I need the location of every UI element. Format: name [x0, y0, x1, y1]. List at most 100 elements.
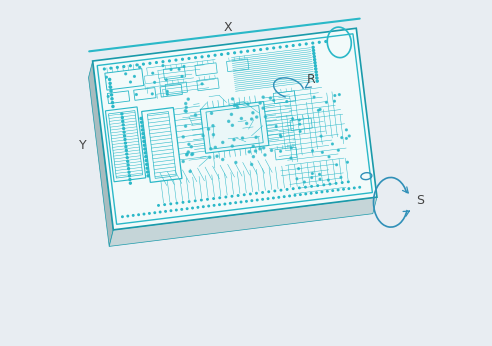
Circle shape [260, 49, 262, 51]
Circle shape [188, 57, 190, 59]
Circle shape [212, 125, 214, 127]
Circle shape [166, 91, 168, 92]
Circle shape [142, 133, 144, 135]
Circle shape [122, 216, 123, 218]
Circle shape [141, 125, 143, 127]
Circle shape [219, 197, 220, 199]
Circle shape [135, 94, 137, 95]
Text: Y: Y [79, 139, 86, 152]
Circle shape [127, 164, 129, 166]
Circle shape [310, 192, 312, 194]
Circle shape [111, 98, 113, 100]
Circle shape [320, 135, 322, 137]
Circle shape [124, 142, 126, 144]
Circle shape [304, 181, 305, 183]
Circle shape [286, 45, 287, 47]
Circle shape [318, 42, 320, 43]
Circle shape [345, 129, 347, 131]
Circle shape [142, 129, 144, 131]
Circle shape [328, 179, 329, 181]
Circle shape [209, 156, 211, 158]
Circle shape [327, 191, 328, 192]
Circle shape [213, 198, 215, 199]
Text: S: S [417, 194, 425, 207]
Circle shape [326, 101, 327, 103]
Circle shape [182, 202, 184, 203]
Circle shape [250, 163, 253, 165]
Circle shape [315, 68, 317, 70]
Circle shape [231, 195, 233, 197]
Circle shape [334, 100, 336, 102]
Circle shape [334, 95, 336, 97]
Circle shape [133, 75, 135, 77]
Circle shape [299, 44, 301, 46]
Circle shape [121, 113, 123, 115]
Circle shape [273, 47, 275, 49]
Circle shape [107, 95, 109, 97]
Circle shape [252, 156, 254, 158]
Circle shape [259, 148, 261, 150]
Circle shape [273, 197, 274, 199]
Circle shape [208, 128, 210, 130]
Circle shape [182, 136, 184, 138]
Circle shape [328, 156, 330, 158]
Circle shape [227, 53, 229, 54]
Circle shape [211, 112, 213, 114]
Circle shape [141, 121, 143, 123]
Circle shape [231, 124, 233, 126]
Circle shape [112, 106, 114, 108]
Circle shape [289, 195, 290, 197]
Circle shape [149, 63, 151, 64]
Circle shape [149, 213, 150, 214]
Circle shape [359, 186, 361, 188]
Circle shape [123, 131, 125, 133]
Circle shape [152, 72, 154, 74]
Circle shape [143, 63, 144, 65]
Circle shape [194, 200, 196, 202]
Circle shape [235, 202, 237, 203]
Circle shape [182, 58, 184, 60]
Circle shape [106, 76, 107, 78]
Circle shape [225, 196, 227, 198]
Circle shape [347, 181, 349, 183]
Circle shape [274, 190, 276, 192]
Circle shape [264, 116, 267, 118]
Circle shape [252, 112, 254, 114]
Circle shape [300, 194, 301, 195]
Circle shape [299, 130, 301, 132]
Circle shape [247, 103, 249, 105]
Circle shape [214, 204, 215, 206]
Circle shape [195, 57, 196, 58]
Circle shape [321, 152, 323, 153]
Circle shape [305, 193, 307, 195]
Circle shape [122, 117, 123, 119]
Circle shape [286, 189, 288, 190]
Circle shape [315, 71, 317, 73]
Circle shape [271, 149, 273, 152]
Circle shape [314, 65, 316, 67]
Circle shape [240, 201, 242, 203]
Circle shape [312, 49, 314, 52]
Circle shape [294, 194, 296, 196]
Circle shape [306, 43, 307, 45]
Circle shape [222, 158, 224, 161]
Circle shape [146, 163, 148, 165]
Circle shape [126, 153, 128, 155]
Circle shape [292, 118, 294, 120]
Circle shape [110, 67, 112, 69]
Circle shape [237, 106, 239, 108]
Circle shape [229, 202, 231, 204]
Circle shape [178, 69, 180, 70]
Circle shape [125, 149, 127, 151]
Circle shape [321, 191, 323, 193]
Circle shape [127, 215, 128, 217]
Circle shape [233, 139, 235, 141]
Circle shape [147, 171, 149, 173]
Circle shape [296, 178, 298, 180]
Circle shape [316, 192, 317, 193]
Circle shape [345, 138, 347, 139]
Circle shape [188, 143, 190, 145]
Circle shape [346, 161, 348, 163]
Circle shape [117, 66, 118, 68]
Circle shape [214, 54, 216, 56]
